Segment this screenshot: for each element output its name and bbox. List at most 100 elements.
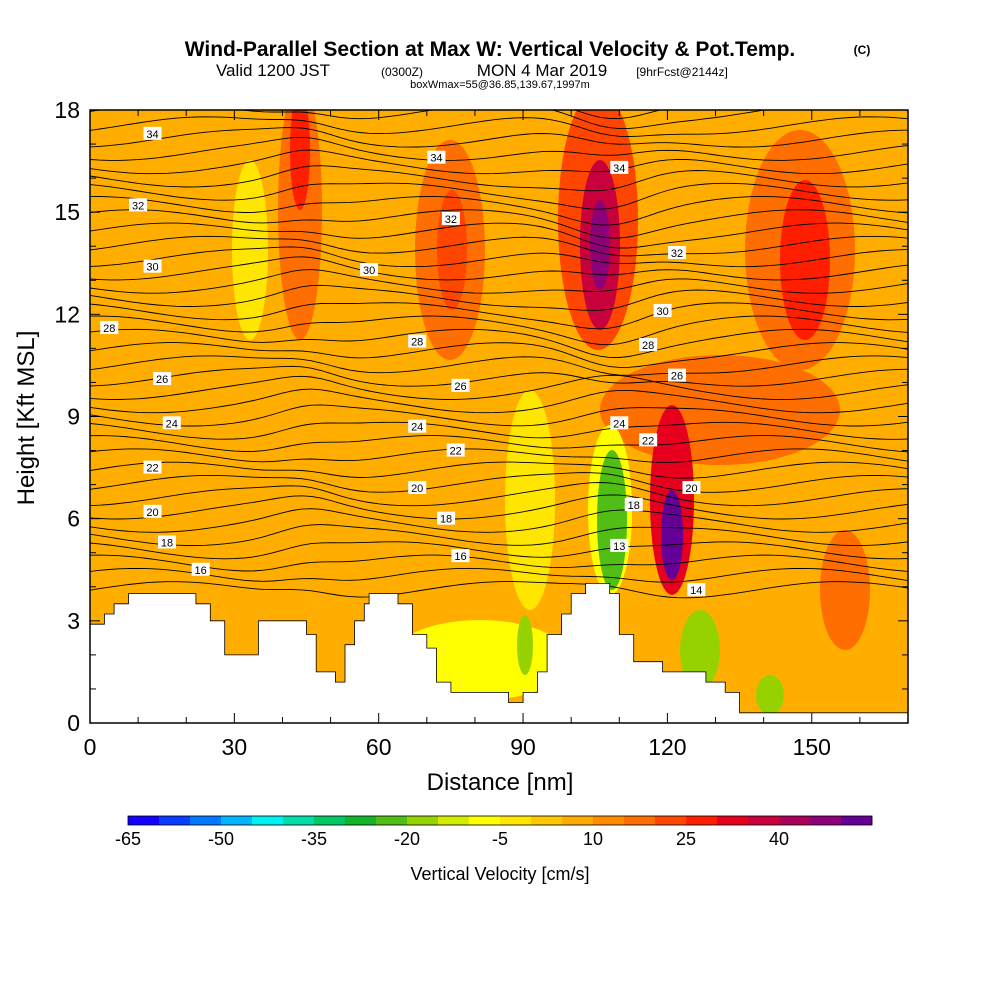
colorbar-tick-labels: -65 -50 -35 -20 -5 10 25 40: [115, 829, 789, 849]
theta-contour-line: [90, 269, 908, 294]
chart-title: Wind-Parallel Section at Max W: Vertical…: [185, 38, 796, 61]
colorbar-tick-label: -20: [394, 829, 420, 849]
theta-contour-line: [90, 235, 908, 257]
colorbar-swatch: [283, 816, 315, 825]
colorbar-tick-label: -5: [492, 829, 508, 849]
contour-label-bg: [129, 198, 148, 212]
contour-label-text: 22: [146, 463, 158, 475]
contour-label-bg: [639, 337, 658, 351]
contour-label-text: 34: [430, 153, 442, 165]
contour-label-text: 34: [146, 129, 158, 141]
contour-labels: 34 34 34 32 32 32 30 30 30 28 28 28 26 26 26 24 24 24 22 22…: [100, 126, 706, 597]
theta-contour-line: [90, 541, 908, 560]
theta-contour-line: [90, 472, 908, 493]
contour-label-text: 32: [671, 248, 683, 260]
theta-contour-line: [90, 136, 908, 161]
x-tick-label: 30: [222, 734, 248, 760]
contour-label-text: 28: [103, 323, 115, 335]
field-downdraft-1-core: [597, 450, 627, 590]
field-downdraft-3: [505, 390, 555, 610]
contour-label: 26: [668, 368, 687, 383]
colorbar-tick-label: -50: [208, 829, 234, 849]
contour-label-text: 13: [613, 541, 625, 553]
contour-label-bg: [143, 126, 162, 140]
colorbar-swatch: [624, 816, 656, 825]
contour-label: 20: [408, 481, 427, 495]
colorbar-swatch: [252, 816, 284, 825]
colorbar-swatch: [407, 816, 439, 825]
colorbar-swatch: [345, 816, 377, 825]
theta-contour-line: [90, 388, 908, 414]
colorbar-swatch: [128, 816, 160, 825]
y-tick-label: 12: [54, 301, 80, 327]
contour-label-text: 16: [454, 551, 466, 563]
colorbar-swatch: [686, 816, 718, 825]
contour-label-text: 20: [146, 507, 158, 519]
contour-label: 20: [682, 481, 701, 495]
theta-contour-line: [90, 284, 908, 311]
field-downdraft-4: [680, 610, 720, 690]
contour-label-bg: [668, 246, 687, 260]
contour-label-bg: [157, 535, 176, 549]
colorbar-swatch: [810, 816, 842, 825]
theta-contour-line: [90, 315, 908, 346]
colorbar-tick-label: 10: [583, 829, 603, 849]
contour-label: 26: [451, 378, 470, 393]
colorbar-tick-label: -35: [301, 829, 327, 849]
contour-label: 28: [100, 320, 119, 335]
colorbar-label: Vertical Velocity [cm/s]: [410, 864, 589, 884]
contour-label-bg: [653, 303, 672, 317]
contour-label-bg: [441, 211, 460, 225]
field-updraft-4-core: [780, 180, 830, 340]
colorbar-swatch: [593, 816, 625, 825]
subtitle-utc: (0300Z): [381, 65, 423, 79]
contour-label: 22: [143, 460, 162, 475]
contour-label-bg: [100, 320, 119, 334]
colorbar-swatch: [748, 816, 780, 825]
field-downdraft-6: [517, 615, 533, 675]
contour-label-text: 24: [613, 418, 625, 430]
contour-label: 18: [157, 535, 176, 550]
contour-label-bg: [143, 460, 162, 474]
contour-label-text: 26: [156, 374, 168, 386]
colorbar-swatch: [500, 816, 532, 825]
theta-contour-line: [90, 256, 908, 281]
contour-label: 20: [143, 504, 162, 519]
x-tick-label: 150: [793, 734, 831, 760]
contour-label-text: 18: [161, 538, 173, 550]
theta-contour-line: [90, 182, 908, 210]
theta-contour-line: [90, 482, 908, 507]
field-updraft-1-core: [290, 110, 310, 210]
contour-label-text: 34: [613, 163, 625, 175]
colorbar-swatch: [717, 816, 749, 825]
field-downdraft-2: [232, 160, 268, 340]
contour-label: 26: [153, 372, 172, 386]
contour-label-bg: [153, 372, 172, 386]
theta-contour-line: [90, 246, 908, 268]
y-tick-label: 6: [67, 506, 80, 532]
theta-contour-line: [90, 461, 908, 479]
colorbar-tick-label: 25: [676, 829, 696, 849]
y-tick-labels: 0 3 6 9 12 15 18: [54, 97, 80, 736]
colorbar-swatch: [562, 816, 594, 825]
contour-label: 24: [610, 416, 629, 430]
colorbar-swatch: [779, 816, 811, 825]
x-tick-label: 120: [648, 734, 686, 760]
theta-contour-line: [90, 149, 908, 175]
subtitle-date: MON 4 Mar 2019: [477, 61, 607, 80]
colorbar-swatch: [159, 816, 191, 825]
contour-label-text: 26: [671, 371, 683, 383]
contour-label-text: 30: [363, 265, 375, 277]
field-updraft-7: [820, 530, 870, 650]
contour-label: 18: [624, 498, 643, 512]
theta-contour-line: [90, 196, 908, 226]
contour-label-bg: [610, 416, 629, 430]
x-tick-label: 0: [84, 734, 97, 760]
contour-label-bg: [143, 259, 162, 273]
colorbar-swatch: [655, 816, 687, 825]
y-tick-label: 18: [54, 97, 80, 123]
colorbar-swatch: [438, 816, 470, 825]
contour-label-bg: [427, 150, 446, 164]
